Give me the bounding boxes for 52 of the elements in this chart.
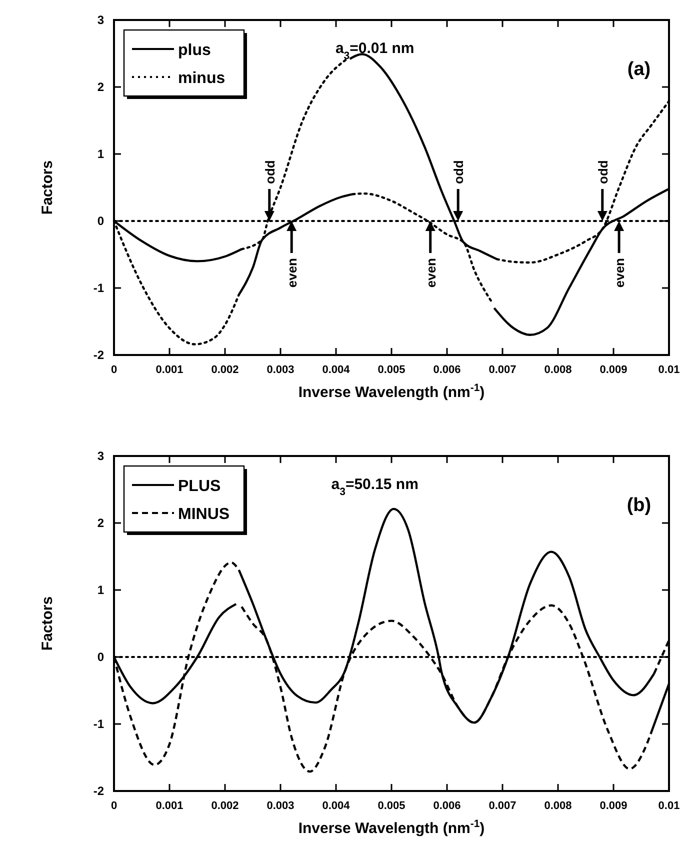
legend-label: PLUS bbox=[178, 478, 221, 495]
x-tick-label: 0.009 bbox=[600, 364, 628, 376]
y-tick-label: 0 bbox=[97, 214, 104, 228]
y-tick-label: 2 bbox=[97, 80, 104, 94]
x-tick-label: 0.01 bbox=[658, 800, 680, 812]
x-tick-label: 0.008 bbox=[544, 800, 572, 812]
y-tick-label: 3 bbox=[97, 13, 104, 27]
y-tick-label: 1 bbox=[97, 147, 104, 161]
y-tick-label: -2 bbox=[93, 348, 104, 362]
x-tick-label: 0.007 bbox=[488, 364, 516, 376]
y-tick-label: -2 bbox=[93, 784, 104, 798]
x-tick-label: 0.002 bbox=[211, 364, 239, 376]
annotation: odd bbox=[262, 160, 278, 184]
x-tick-label: 0.001 bbox=[156, 800, 184, 812]
y-tick-label: 2 bbox=[97, 516, 104, 530]
annotation: a$_{3}$=0.01 nm bbox=[335, 40, 414, 62]
x-tick-label: 0.008 bbox=[544, 364, 572, 376]
annotation: (b) bbox=[626, 495, 652, 516]
x-tick-label: 0 bbox=[110, 800, 118, 812]
x-tick-label: 0.004 bbox=[322, 364, 351, 376]
legend-label: MINUS bbox=[178, 506, 230, 523]
annotation: odd bbox=[595, 160, 610, 184]
x-axis-title: Inverse Wavelength (nm$^{-1}$) bbox=[298, 818, 485, 837]
x-tick-label: 0.001 bbox=[156, 364, 184, 376]
annotation: (a) bbox=[627, 59, 651, 80]
y-tick-label: 1 bbox=[97, 583, 104, 597]
x-axis-title: Inverse Wavelength (nm$^{-1}$) bbox=[298, 382, 485, 401]
y-axis-title: Factors bbox=[39, 160, 56, 215]
x-tick-label: 0.002 bbox=[211, 800, 239, 812]
annotation: even bbox=[612, 258, 628, 288]
annotation: even bbox=[423, 258, 438, 288]
legend-label: plus bbox=[178, 42, 211, 59]
y-tick-label: -1 bbox=[93, 717, 104, 731]
x-tick-label: 0.004 bbox=[322, 800, 351, 812]
annotation: odd bbox=[451, 160, 466, 184]
x-tick-label: 0.01 bbox=[658, 364, 680, 376]
annotation: a$_{3}$=50.15 nm bbox=[331, 476, 418, 498]
y-tick-label: 0 bbox=[97, 650, 104, 664]
x-tick-label: 0 bbox=[110, 364, 118, 376]
x-tick-label: 0.006 bbox=[433, 364, 461, 376]
x-tick-label: 0.003 bbox=[266, 364, 294, 376]
x-tick-label: 0.005 bbox=[378, 800, 406, 812]
annotation: even bbox=[284, 258, 300, 288]
y-axis-title: Factors bbox=[39, 596, 56, 651]
y-tick-label: 3 bbox=[97, 449, 104, 463]
legend-label: minus bbox=[178, 70, 226, 87]
y-tick-label: -1 bbox=[93, 281, 104, 295]
x-tick-label: 0.006 bbox=[433, 800, 461, 812]
x-tick-label: 0.005 bbox=[378, 364, 406, 376]
x-tick-label: 0.003 bbox=[266, 800, 294, 812]
x-tick-label: 0.009 bbox=[600, 800, 628, 812]
x-tick-label: 0.007 bbox=[488, 800, 516, 812]
